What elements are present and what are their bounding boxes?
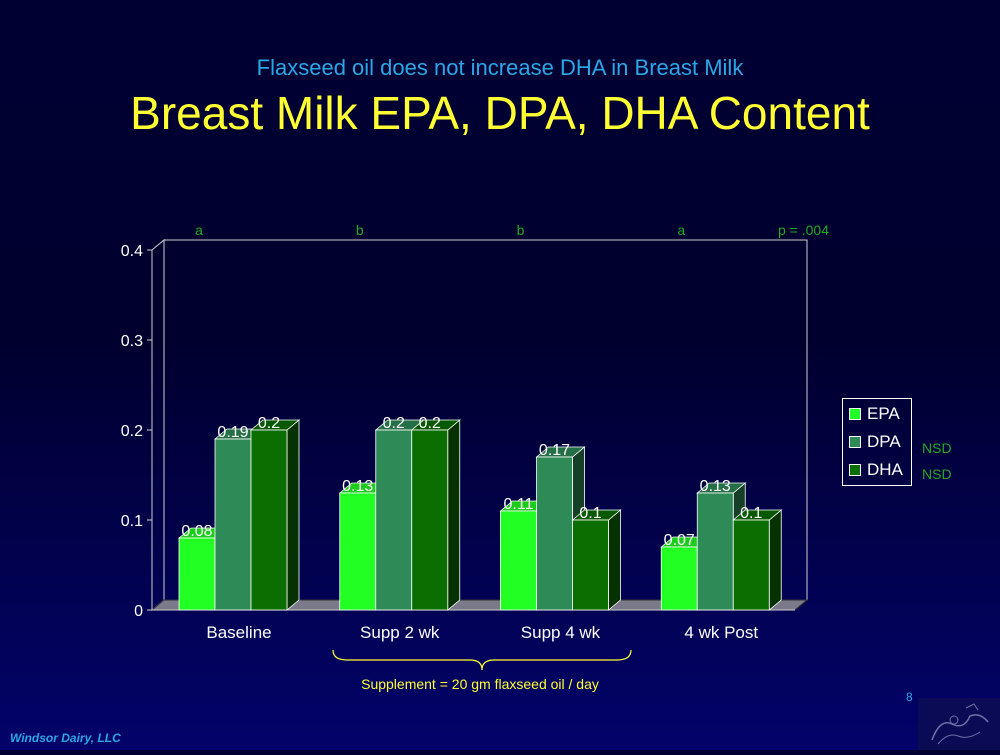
significance-letter: a — [195, 222, 203, 238]
data-label: 0.19 — [217, 424, 248, 441]
dpa-nsd-note: NSD — [922, 440, 952, 456]
y-tick-label: 0.4 — [121, 243, 143, 260]
data-label: 0.13 — [342, 478, 373, 495]
bar — [178, 537, 216, 611]
legend-label-epa: EPA — [867, 404, 900, 423]
y-tick-label: 0.2 — [121, 423, 143, 440]
y-tick-label: 0.1 — [121, 513, 143, 530]
bar-side — [608, 509, 621, 611]
slide-title: Breast Milk EPA, DPA, DHA Content — [130, 87, 870, 139]
bar-side — [768, 509, 782, 611]
legend-swatch-dha — [849, 464, 861, 476]
bar — [572, 519, 609, 611]
slide-subtitle: Flaxseed oil does not increase DHA in Br… — [256, 55, 744, 80]
x-tick-label: Supp 4 wk — [521, 623, 601, 642]
data-label: 0.08 — [181, 523, 212, 540]
bar-side — [286, 419, 300, 611]
bar — [732, 519, 770, 611]
data-label: 0.13 — [700, 478, 731, 495]
p-value-label: p = .004 — [778, 222, 829, 238]
x-tick-label: Baseline — [206, 623, 271, 642]
bar — [250, 429, 288, 611]
bar — [339, 492, 377, 611]
logo-sketch-icon — [918, 698, 1000, 750]
chart-legend: EPA DPA DHA — [842, 398, 912, 486]
significance-letter: a — [677, 222, 685, 238]
significance-letter: b — [356, 222, 364, 238]
data-label: 0.2 — [258, 415, 280, 432]
data-label: 0.17 — [539, 442, 570, 459]
y-tick-label: 0.3 — [121, 333, 143, 350]
bar — [660, 546, 698, 611]
bar — [411, 429, 449, 611]
dha-nsd-note: NSD — [922, 466, 952, 482]
legend-item-dpa: DPA — [849, 432, 901, 452]
x-tick-label: 4 wk Post — [684, 623, 758, 642]
data-label: 0.1 — [579, 505, 601, 522]
data-label: 0.2 — [419, 415, 441, 432]
bar-side — [447, 419, 461, 611]
legend-swatch-dpa — [849, 436, 861, 448]
data-label: 0.11 — [504, 496, 534, 513]
bar — [214, 438, 252, 611]
data-label: 0.07 — [664, 532, 695, 549]
data-label: 0.2 — [383, 415, 405, 432]
supplement-note: Supplement = 20 gm flaxseed oil / day — [361, 676, 599, 692]
legend-label-dpa: DPA — [867, 432, 901, 451]
data-label: 0.1 — [740, 505, 762, 522]
logo-watermark — [918, 698, 1000, 750]
page-number: 8 — [906, 690, 913, 704]
legend-item-dha: DHA — [849, 460, 903, 480]
chart-left-wall — [151, 238, 165, 612]
footer-company: Windsor Dairy, LLC — [10, 731, 121, 745]
legend-label-dha: DHA — [867, 460, 903, 479]
bar — [375, 429, 413, 611]
legend-item-epa: EPA — [849, 404, 900, 424]
supplement-brace — [332, 649, 632, 671]
x-tick-label: Supp 2 wk — [360, 623, 440, 642]
bar — [696, 492, 734, 611]
legend-swatch-epa — [849, 408, 861, 420]
bar — [500, 510, 537, 611]
y-tick-label: 0 — [134, 603, 143, 620]
significance-letter: b — [517, 222, 525, 238]
bar — [536, 456, 573, 611]
